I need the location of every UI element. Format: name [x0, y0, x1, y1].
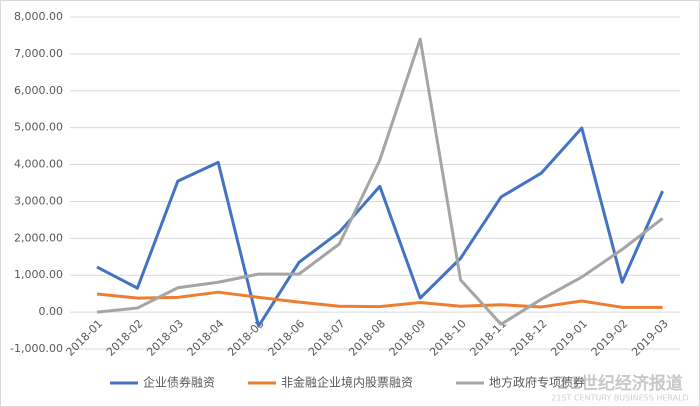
y-tick-label: 6,000.00 — [14, 84, 63, 97]
series-line — [96, 126, 664, 328]
y-tick-label: 4,000.00 — [14, 158, 63, 171]
y-tick-label: 5,000.00 — [14, 121, 63, 134]
legend-label: 非金融企业境内股票融资 — [281, 375, 413, 390]
y-tick-label: 8,000.00 — [14, 10, 63, 23]
y-tick-label: 2,000.00 — [14, 231, 63, 244]
y-tick-label: 1,000.00 — [14, 268, 63, 281]
y-tick-label: 7,000.00 — [14, 47, 63, 60]
legend-label: 地方政府专项债券 — [489, 375, 585, 390]
series-line — [96, 290, 663, 309]
watermark-title: 21世纪经济报道 — [557, 373, 683, 394]
legend-label: 企业债券融资 — [143, 375, 215, 390]
watermark-subtitle: 21ST CENTURY BUSINESS HERALD — [551, 394, 688, 403]
series-line — [96, 37, 664, 326]
y-tick-label: -1,000.00 — [10, 342, 63, 355]
y-tick-label: 3,000.00 — [14, 194, 63, 207]
y-tick-label: 0.00 — [39, 305, 64, 318]
